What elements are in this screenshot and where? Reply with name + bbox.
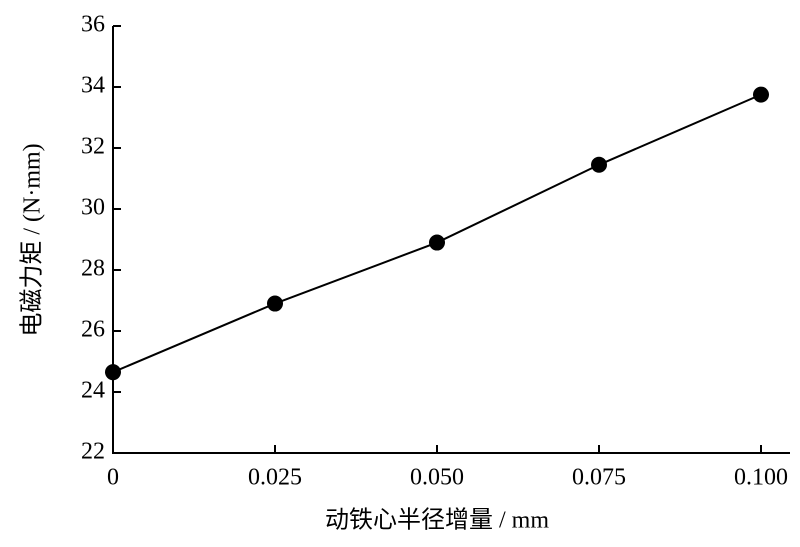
x-tick-label: 0.025: [248, 465, 302, 491]
y-tick-label: 34: [81, 73, 105, 99]
x-tick-label: 0.050: [410, 465, 464, 491]
x-axis-label: 动铁心半径增量 / mm: [325, 507, 549, 534]
y-tick-label: 22: [81, 439, 105, 465]
data-point: [591, 156, 607, 173]
data-point: [429, 234, 445, 251]
y-tick-label: 30: [81, 195, 105, 221]
data-point: [267, 295, 283, 312]
y-tick-label: 32: [81, 134, 105, 160]
x-tick-label: 0.100: [734, 465, 788, 491]
data-point: [105, 364, 121, 381]
x-tick-label: 0.075: [572, 465, 626, 491]
y-tick-label: 26: [81, 317, 105, 343]
series-line: [112, 93, 762, 374]
y-axis-label: 电磁力矩 / (N·mm): [19, 143, 46, 336]
y-tick-label: 24: [81, 378, 105, 404]
x-tick-label: 0: [107, 465, 119, 491]
y-tick-label: 36: [81, 12, 105, 38]
y-tick-label: 28: [81, 256, 105, 282]
data-point: [753, 86, 769, 103]
